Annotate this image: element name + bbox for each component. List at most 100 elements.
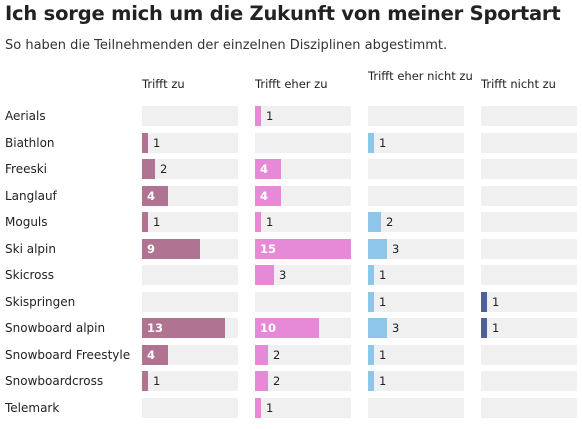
cell-biathlon-trifft-eher-zu xyxy=(255,132,351,153)
cell-aerials-trifft-eher-zu: 1 xyxy=(255,106,351,126)
cell-snowboardcross-trifft-eher-nicht-zu: 1 xyxy=(368,371,464,391)
column-header-trifft-nicht-zu: Trifft nicht zu xyxy=(481,77,556,91)
bar-ski-alpin-trifft-eher-zu xyxy=(255,238,351,259)
row-label-langlauf: Langlauf xyxy=(5,188,57,203)
cell-snowboard-alpin-trifft-nicht-zu: 1 xyxy=(481,318,577,338)
data-label: 1 xyxy=(379,347,387,362)
cell-telemark-trifft-eher-nicht-zu xyxy=(368,397,464,418)
cell-telemark-trifft-zu xyxy=(142,397,238,418)
bar-langlauf-trifft-zu xyxy=(142,185,168,206)
bar-snowboard-alpin-trifft-eher-zu xyxy=(255,318,319,338)
cell-skicross-trifft-nicht-zu xyxy=(481,265,577,285)
cell-freeski-trifft-eher-nicht-zu xyxy=(368,159,464,179)
bar-skispringen-trifft-nicht-zu xyxy=(481,291,487,312)
bar-snowboardcross-trifft-eher-zu xyxy=(255,371,268,391)
cell-snowboard-alpin-trifft-eher-zu: 10 xyxy=(255,318,351,338)
cell-moguls-trifft-eher-nicht-zu: 2 xyxy=(368,212,464,232)
row-label-snowboard-freestyle: Snowboard Freestyle xyxy=(5,347,131,362)
bar-skicross-trifft-eher-zu xyxy=(255,265,274,285)
cell-ski-alpin-trifft-eher-nicht-zu: 3 xyxy=(368,238,464,259)
bar-snowboard-alpin-trifft-zu xyxy=(142,318,225,338)
cell-snowboard-alpin-trifft-eher-nicht-zu: 3 xyxy=(368,318,464,338)
cell-freeski-trifft-zu: 2 xyxy=(142,159,238,179)
bar-snowboardcross-trifft-zu xyxy=(142,371,148,391)
cell-moguls-trifft-nicht-zu xyxy=(481,212,577,232)
data-label: 2 xyxy=(273,374,281,388)
data-label: 4 xyxy=(147,347,156,362)
row-label-skispringen: Skispringen xyxy=(5,294,76,309)
cell-biathlon-trifft-eher-nicht-zu: 1 xyxy=(368,132,464,153)
cell-freeski-trifft-eher-zu: 4 xyxy=(255,159,351,179)
data-label: 9 xyxy=(147,241,156,256)
row-label-ski-alpin: Ski alpin xyxy=(5,241,56,256)
cell-skispringen-trifft-zu xyxy=(142,291,238,312)
cell-biathlon-trifft-nicht-zu xyxy=(481,132,577,153)
data-label: 10 xyxy=(260,321,277,335)
data-label: 1 xyxy=(492,294,500,309)
cell-aerials-trifft-zu xyxy=(142,106,238,126)
bar-skispringen-trifft-eher-nicht-zu xyxy=(368,291,374,312)
data-label: 3 xyxy=(392,241,400,256)
column-header-trifft-zu: Trifft zu xyxy=(142,77,185,91)
cell-ski-alpin-trifft-eher-zu: 15 xyxy=(255,238,351,259)
chart-title: Ich sorge mich um die Zukunft von meiner… xyxy=(5,2,561,25)
bar-ski-alpin-trifft-eher-nicht-zu xyxy=(368,238,387,259)
bar-skicross-trifft-eher-nicht-zu xyxy=(368,265,374,285)
cell-skicross-trifft-eher-zu: 3 xyxy=(255,265,351,285)
column-header-trifft-eher-zu: Trifft eher zu xyxy=(255,77,328,91)
cell-snowboard-freestyle-trifft-eher-nicht-zu: 1 xyxy=(368,344,464,365)
cell-langlauf-trifft-zu: 4 xyxy=(142,185,238,206)
cell-aerials-trifft-eher-nicht-zu xyxy=(368,106,464,126)
row-label-biathlon: Biathlon xyxy=(5,135,55,150)
cell-skispringen-trifft-eher-nicht-zu: 1 xyxy=(368,291,464,312)
cell-aerials-trifft-nicht-zu xyxy=(481,106,577,126)
cell-snowboard-freestyle-trifft-nicht-zu xyxy=(481,344,577,365)
data-label: 15 xyxy=(260,241,277,256)
data-label: 1 xyxy=(153,374,161,388)
bar-aerials-trifft-eher-zu xyxy=(255,106,261,126)
cell-freeski-trifft-nicht-zu xyxy=(481,159,577,179)
bar-biathlon-trifft-eher-nicht-zu xyxy=(368,132,374,153)
bar-snowboardcross-trifft-eher-nicht-zu xyxy=(368,371,374,391)
data-label: 1 xyxy=(379,268,387,282)
cell-skicross-trifft-zu xyxy=(142,265,238,285)
data-label: 1 xyxy=(379,374,387,388)
data-label: 2 xyxy=(386,215,394,229)
data-label: 1 xyxy=(492,321,500,335)
cell-ski-alpin-trifft-zu: 9 xyxy=(142,238,238,259)
cell-snowboard-freestyle-trifft-zu: 4 xyxy=(142,344,238,365)
cell-snowboard-alpin-trifft-zu: 13 xyxy=(142,318,238,338)
data-label: 1 xyxy=(266,109,274,123)
data-label: 1 xyxy=(266,400,274,415)
bar-biathlon-trifft-zu xyxy=(142,132,148,153)
cell-langlauf-trifft-nicht-zu xyxy=(481,185,577,206)
bar-snowboard-alpin-trifft-eher-nicht-zu xyxy=(368,318,387,338)
bar-moguls-trifft-eher-nicht-zu xyxy=(368,212,381,232)
data-label: 4 xyxy=(260,188,269,203)
cell-snowboardcross-trifft-eher-zu: 2 xyxy=(255,371,351,391)
bar-ski-alpin-trifft-zu xyxy=(142,238,200,259)
bar-freeski-trifft-eher-zu xyxy=(255,159,281,179)
bar-moguls-trifft-zu xyxy=(142,212,148,232)
row-label-snowboard-alpin: Snowboard alpin xyxy=(5,321,106,335)
bar-moguls-trifft-eher-zu xyxy=(255,212,261,232)
cell-snowboardcross-trifft-zu: 1 xyxy=(142,371,238,391)
cell-langlauf-trifft-eher-zu: 4 xyxy=(255,185,351,206)
bar-snowboard-freestyle-trifft-eher-zu xyxy=(255,344,268,365)
data-label: 4 xyxy=(147,188,156,203)
row-label-telemark: Telemark xyxy=(5,400,60,415)
row-label-skicross: Skicross xyxy=(5,268,55,282)
data-label: 1 xyxy=(379,294,387,309)
data-label: 1 xyxy=(153,215,161,229)
bar-snowboard-alpin-trifft-nicht-zu xyxy=(481,318,487,338)
row-label-aerials: Aerials xyxy=(5,109,46,123)
chart-subtitle: So haben die Teilnehmenden der einzelnen… xyxy=(5,38,448,53)
data-label: 2 xyxy=(160,162,168,176)
data-label: 1 xyxy=(266,215,274,229)
data-label: 13 xyxy=(147,321,164,335)
column-header-trifft-eher-nicht-zu: Trifft eher nicht zu xyxy=(368,69,473,83)
row-label-snowboardcross: Snowboardcross xyxy=(5,374,104,388)
row-label-moguls: Moguls xyxy=(5,215,48,229)
cell-telemark-trifft-nicht-zu xyxy=(481,397,577,418)
bar-langlauf-trifft-eher-zu xyxy=(255,185,281,206)
